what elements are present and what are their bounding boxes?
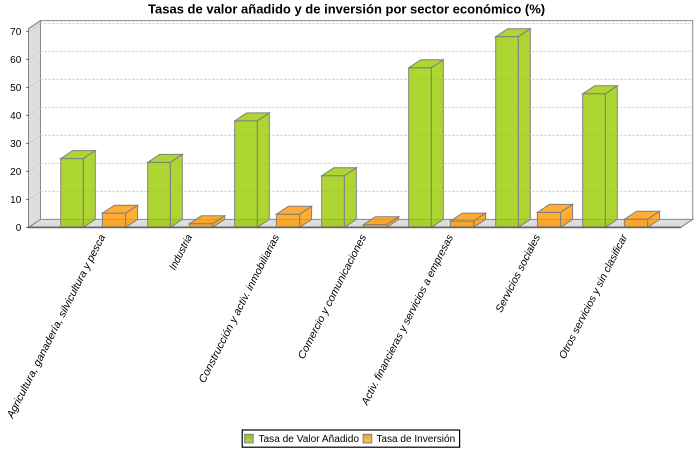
svg-text:70: 70	[10, 27, 22, 38]
svg-text:30: 30	[10, 139, 22, 150]
svg-text:0: 0	[16, 223, 22, 234]
svg-text:Tasas de valor añadido y de in: Tasas de valor añadido y de inversión po…	[148, 2, 545, 17]
svg-text:Tasa de Valor Añadido: Tasa de Valor Añadido	[259, 434, 360, 445]
svg-text:10: 10	[10, 195, 22, 206]
svg-text:60: 60	[10, 55, 22, 66]
svg-text:Tasa de Inversión: Tasa de Inversión	[376, 434, 455, 445]
svg-text:40: 40	[10, 111, 22, 122]
svg-text:20: 20	[10, 167, 22, 178]
svg-text:50: 50	[10, 83, 22, 94]
